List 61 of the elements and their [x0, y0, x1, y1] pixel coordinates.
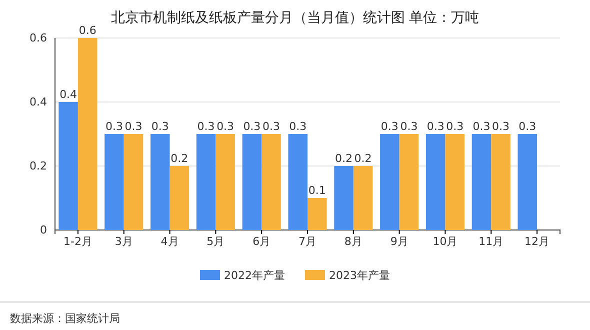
y-tick-label: 0 [40, 224, 47, 237]
y-tick-label: 0.4 [30, 96, 47, 109]
data-label: 0.3 [518, 120, 536, 133]
data-label: 0.3 [400, 120, 418, 133]
bar [445, 134, 465, 230]
data-label: 0.3 [472, 120, 490, 133]
data-label: 0.3 [446, 120, 464, 133]
bar [472, 134, 492, 230]
bar [491, 134, 510, 230]
bar [288, 134, 308, 230]
data-label: 0.4 [60, 88, 78, 101]
y-tick-label: 0.6 [30, 32, 47, 45]
data-label: 0.3 [216, 120, 234, 133]
x-tick-label: 10月 [432, 234, 458, 248]
bar [426, 134, 446, 230]
x-tick-label: 9月 [390, 234, 408, 248]
bar [196, 134, 216, 230]
data-label: 0.6 [78, 24, 96, 37]
bar [124, 134, 144, 230]
x-tick-label: 7月 [298, 234, 316, 248]
x-tick-label: 1-2月 [63, 234, 92, 248]
bar [242, 134, 262, 230]
legend-label: 2022年产量 [224, 269, 285, 282]
data-label: 0.3 [492, 120, 510, 133]
legend-label: 2023年产量 [329, 269, 390, 282]
x-tick-label: 8月 [344, 234, 362, 248]
bar [334, 166, 354, 230]
data-label: 0.2 [335, 152, 353, 165]
chart-title: 北京市机制纸及纸板产量分月（当月值）统计图 单位：万吨 [110, 10, 480, 26]
x-tick-label: 11月 [478, 234, 504, 248]
data-label: 0.2 [170, 152, 188, 165]
bar [518, 134, 538, 230]
bar [353, 166, 373, 230]
data-label: 0.3 [197, 120, 215, 133]
bar [150, 134, 170, 230]
data-label: 0.3 [289, 120, 307, 133]
bar [78, 38, 98, 230]
x-tick-label: 5月 [206, 234, 225, 248]
bar [104, 134, 124, 230]
data-label: 0.3 [380, 120, 398, 133]
y-tick-label: 0.2 [30, 160, 47, 173]
x-tick-label: 4月 [160, 234, 179, 248]
source-note: 数据来源：国家统计局 [10, 312, 120, 325]
bar [216, 134, 235, 230]
data-label: 0.1 [308, 184, 326, 197]
x-tick-label: 3月 [114, 234, 133, 248]
data-label: 0.2 [354, 152, 372, 165]
data-label: 0.3 [151, 120, 169, 133]
data-label: 0.3 [124, 120, 142, 133]
data-label: 0.3 [105, 120, 123, 133]
x-tick-label: 12月 [524, 234, 550, 248]
bar [380, 134, 400, 230]
x-tick-label: 6月 [252, 234, 271, 248]
bar [308, 198, 327, 230]
bar [262, 134, 281, 230]
bar [170, 166, 190, 230]
bar [399, 134, 419, 230]
data-label: 0.3 [426, 120, 444, 133]
data-label: 0.3 [243, 120, 261, 133]
data-label: 0.3 [262, 120, 280, 133]
bar [58, 102, 78, 230]
